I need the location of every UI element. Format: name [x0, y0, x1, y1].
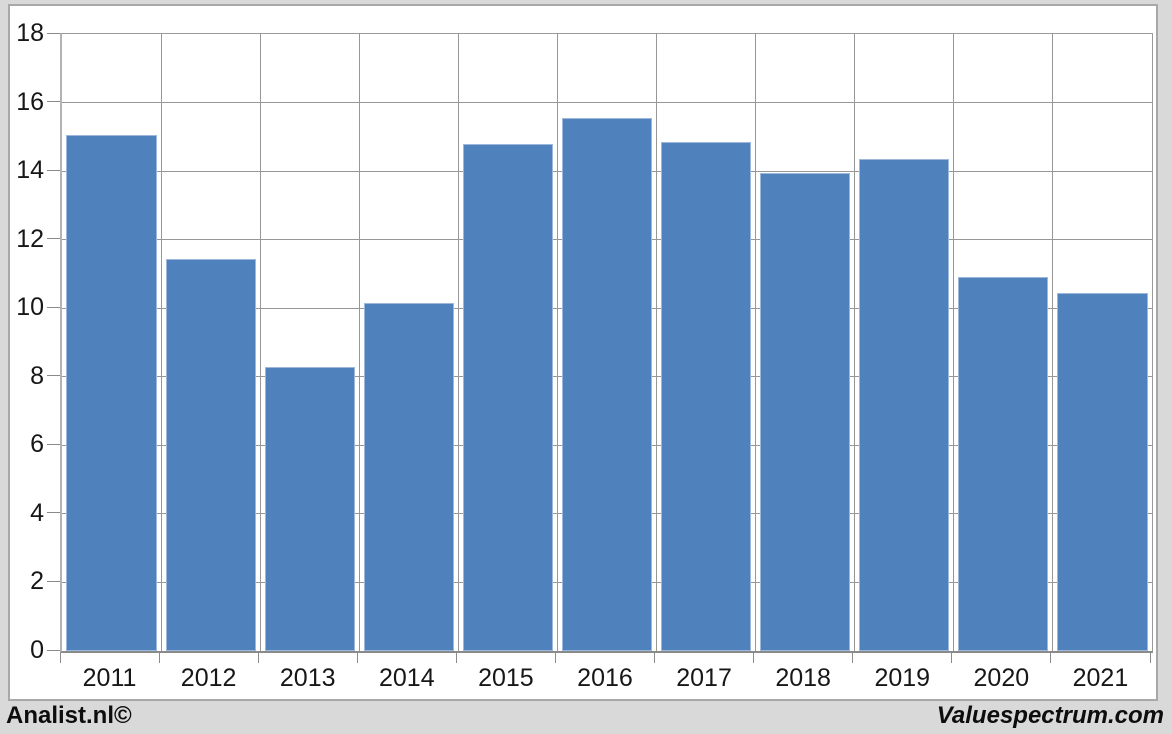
x-axis-label: 2015 — [478, 664, 534, 692]
y-axis-label: 4 — [30, 498, 44, 527]
x-axis-tick — [356, 652, 358, 663]
bar-2016 — [561, 117, 653, 651]
y-axis-label: 6 — [30, 430, 44, 459]
y-axis-tick — [47, 306, 60, 308]
vertical-gridline — [160, 34, 162, 651]
bar-2014 — [363, 303, 454, 651]
x-axis-tick — [158, 652, 160, 663]
bar-2011 — [66, 135, 157, 651]
bar-2018 — [760, 172, 851, 651]
bar-2015 — [462, 143, 553, 651]
y-axis-tick — [47, 649, 60, 651]
y-axis-label: 12 — [16, 224, 44, 253]
x-axis-tick — [455, 652, 457, 663]
x-axis-label: 2016 — [577, 664, 633, 692]
y-axis-tick — [47, 512, 60, 514]
vertical-gridline — [953, 34, 955, 651]
analist-credit-label: Analist.nl© — [6, 702, 132, 729]
bar-2020 — [958, 277, 1049, 651]
bar-2013 — [264, 366, 355, 651]
bar-2017 — [661, 141, 752, 651]
x-axis-label: 2017 — [676, 664, 732, 692]
x-axis-label: 2012 — [180, 664, 237, 692]
plot-area — [60, 33, 1153, 653]
vertical-gridline — [854, 34, 856, 651]
y-axis-label: 2 — [30, 567, 44, 596]
x-axis-tick — [951, 652, 953, 663]
x-axis-label: 2018 — [775, 664, 831, 692]
horizontal-gridline — [62, 102, 1152, 104]
y-axis-label: 16 — [16, 87, 44, 116]
bar-2012 — [165, 258, 256, 651]
y-axis-label: 8 — [30, 361, 44, 390]
vertical-gridline — [259, 34, 261, 651]
y-axis-tick — [47, 443, 60, 445]
x-axis-tick — [654, 652, 656, 663]
vertical-gridline — [358, 34, 360, 651]
vertical-gridline — [755, 34, 757, 651]
bar-2021 — [1057, 292, 1148, 651]
x-axis-label: 2020 — [973, 664, 1030, 692]
vertical-gridline — [457, 34, 459, 651]
y-axis-tick — [47, 169, 60, 171]
x-axis-tick — [554, 652, 556, 663]
x-axis-tick — [257, 652, 259, 663]
valuespectrum-credit-label: Valuespectrum.com — [936, 702, 1164, 729]
y-axis-tick — [47, 580, 60, 582]
x-axis-label: 2014 — [378, 664, 435, 692]
x-axis-label: 2019 — [874, 664, 931, 692]
x-axis-tick — [753, 652, 755, 663]
y-axis-tick — [47, 375, 60, 377]
x-axis-tick — [852, 652, 854, 663]
x-axis-tick — [1050, 652, 1052, 663]
y-axis-tick — [47, 101, 60, 103]
vertical-gridline — [1052, 34, 1054, 651]
y-axis-label: 18 — [16, 19, 44, 47]
vertical-gridline — [556, 34, 558, 651]
x-axis-label: 2011 — [82, 664, 137, 692]
x-axis-label: 2013 — [279, 664, 336, 692]
x-axis-tick — [1149, 652, 1151, 663]
bar-2019 — [859, 159, 950, 651]
y-axis-tick — [47, 32, 60, 34]
y-axis-tick — [47, 238, 60, 240]
y-axis-label: 14 — [16, 156, 44, 185]
vertical-gridline — [656, 34, 658, 651]
y-axis-label: 0 — [30, 636, 44, 664]
y-axis-label: 10 — [16, 293, 44, 322]
x-axis-label: 2021 — [1072, 664, 1129, 692]
x-axis-tick — [59, 652, 61, 663]
